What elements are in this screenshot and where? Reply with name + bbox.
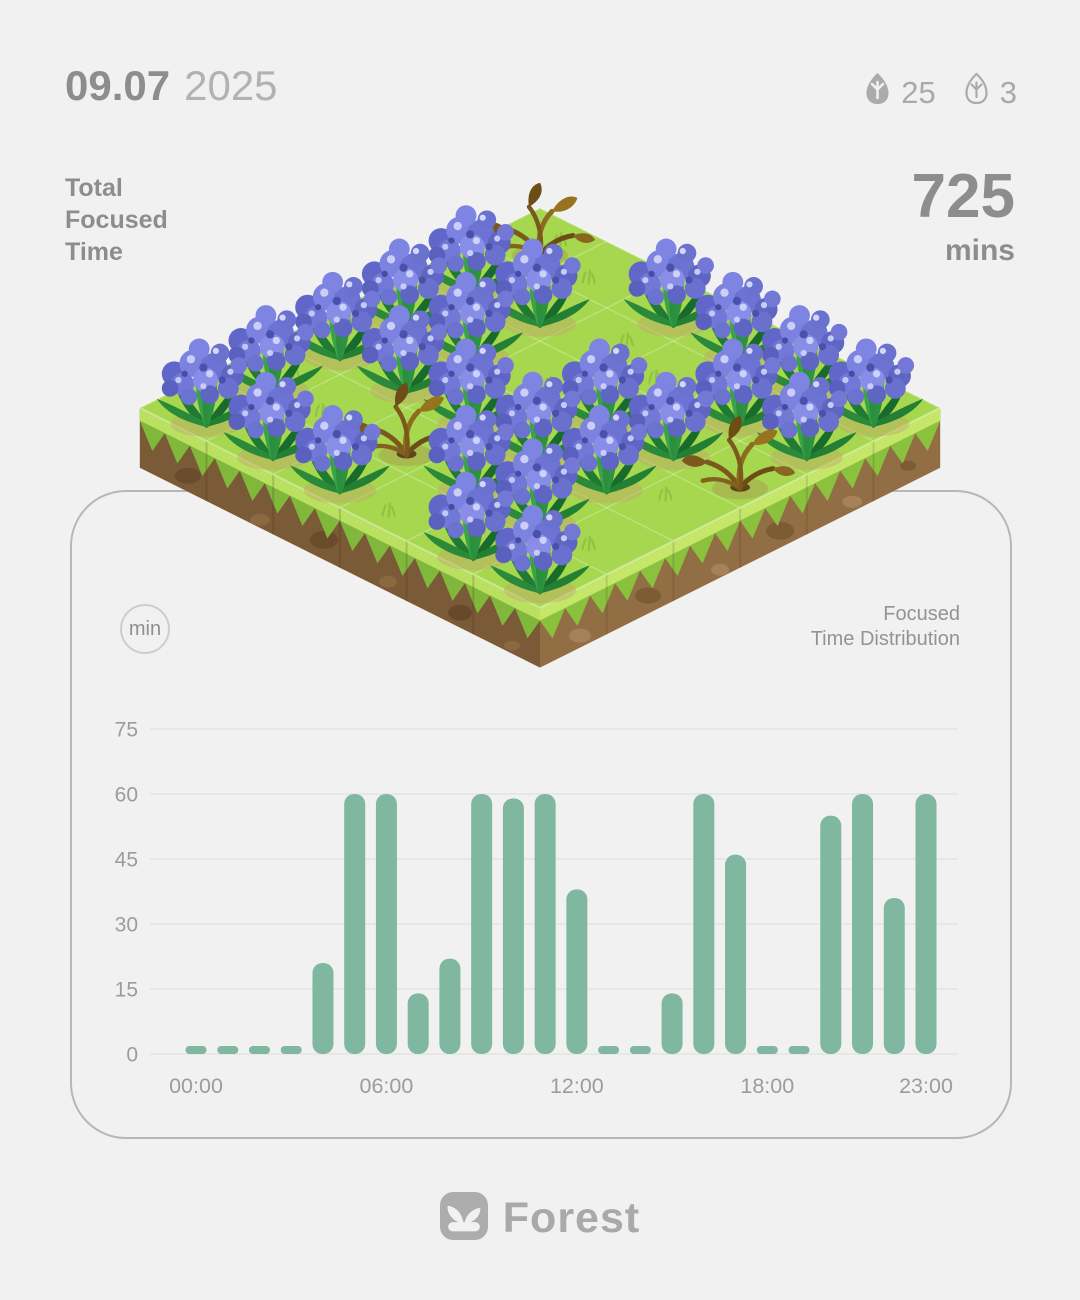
flower-plant	[423, 205, 524, 295]
grass-tuft	[419, 298, 434, 314]
plant-soil-patch	[770, 444, 843, 471]
plant-soil-patch	[303, 344, 376, 371]
plant-soil-patch	[504, 310, 576, 337]
tile-seam	[339, 307, 741, 509]
flower-plant	[756, 371, 857, 462]
grass-tuft	[286, 365, 301, 381]
flower-plant	[556, 405, 657, 495]
distribution-card	[70, 490, 1012, 1139]
grass-tuft	[476, 275, 491, 291]
flower-plant	[690, 271, 791, 362]
date-year: 2025	[184, 62, 278, 109]
plant-soil-patch	[504, 444, 576, 471]
total-focused-time-label: Total Focused Time	[65, 174, 168, 266]
tile-seam	[406, 274, 808, 475]
plant-soil-patch	[637, 310, 710, 337]
plant-soil-patch	[237, 444, 310, 471]
grass-tuft	[724, 320, 740, 336]
total-minutes: 725	[911, 162, 1015, 231]
grass-tuft	[514, 436, 530, 452]
leaf-filled-icon	[863, 72, 892, 113]
withered-count: 3	[999, 74, 1017, 110]
flower-plant	[623, 371, 724, 462]
grass-tuft	[209, 408, 224, 424]
flower-plant	[423, 338, 524, 428]
tile-seam	[473, 240, 874, 442]
plant-soil-patch	[704, 344, 777, 371]
grass-tuft	[542, 375, 558, 391]
withered-plant	[482, 183, 595, 259]
plant-soil-patch	[704, 410, 777, 437]
flower-plant	[156, 338, 257, 428]
flower-plant	[289, 271, 390, 362]
plant-soil-patch	[437, 410, 510, 437]
plant-soil-patch	[237, 377, 310, 404]
plant-soil-patch	[570, 410, 643, 437]
flower-plant	[289, 405, 390, 495]
plant-soil-patch	[637, 444, 710, 471]
tile-seam	[339, 307, 741, 509]
chart-title: Focused Time Distribution	[810, 603, 960, 650]
plant-soil-patch	[378, 444, 435, 467]
forest-brand: Forest	[0, 1192, 1080, 1245]
flower-plant	[690, 338, 791, 428]
grass-tuft	[619, 332, 634, 348]
forest-logo-icon	[439, 1192, 488, 1245]
grass-tuft	[458, 453, 473, 469]
plant-soil-patch	[512, 244, 568, 267]
grass-tuft	[648, 369, 663, 385]
flower-plant	[423, 271, 524, 362]
alive-counter[interactable]: 25	[863, 72, 936, 113]
dirt-stone	[900, 460, 917, 471]
plant-soil-patch	[437, 344, 510, 371]
withered-plant	[348, 383, 461, 459]
grass-tuft	[581, 269, 596, 285]
flower-plant	[356, 238, 457, 328]
grass-tuft	[591, 386, 606, 402]
date-selector[interactable]: 09.07 2025	[65, 62, 278, 110]
dirt-stone	[174, 467, 201, 484]
flower-plant	[823, 338, 924, 428]
unit-badge: min	[120, 604, 170, 654]
grass-tuft	[552, 232, 568, 248]
flower-plant	[623, 238, 724, 328]
withered-counter[interactable]: 3	[962, 72, 1017, 113]
total-minutes-unit: mins	[944, 234, 1015, 267]
flower-plant	[223, 305, 324, 395]
flower-plant	[756, 305, 857, 395]
date-day: 09.07	[65, 62, 171, 109]
alive-count: 25	[901, 74, 936, 110]
grass-tuft	[314, 402, 329, 418]
tile-seam	[272, 274, 674, 475]
total-focused-time-value: 725 mins	[912, 166, 1015, 268]
plant-soil-patch	[837, 410, 910, 437]
plant-soil-patch	[370, 310, 443, 337]
forest-brand-name: Forest	[502, 1194, 641, 1242]
plant-soil-patch	[770, 377, 843, 404]
plant-soil-patch	[170, 410, 243, 437]
flower-plant	[356, 305, 457, 395]
tile-seam	[206, 240, 607, 442]
tree-counters[interactable]: 25 3	[863, 72, 1017, 113]
leaf-outline-icon	[962, 72, 991, 113]
grass-tuft	[342, 342, 357, 358]
flower-plant	[490, 371, 590, 462]
flower-plant	[223, 371, 324, 462]
plant-soil-patch	[370, 377, 443, 404]
withered-plant	[682, 416, 795, 492]
plant-soil-patch	[437, 277, 510, 304]
flower-plant	[490, 238, 590, 328]
flower-plant	[556, 338, 657, 428]
flower-plant	[423, 405, 524, 495]
